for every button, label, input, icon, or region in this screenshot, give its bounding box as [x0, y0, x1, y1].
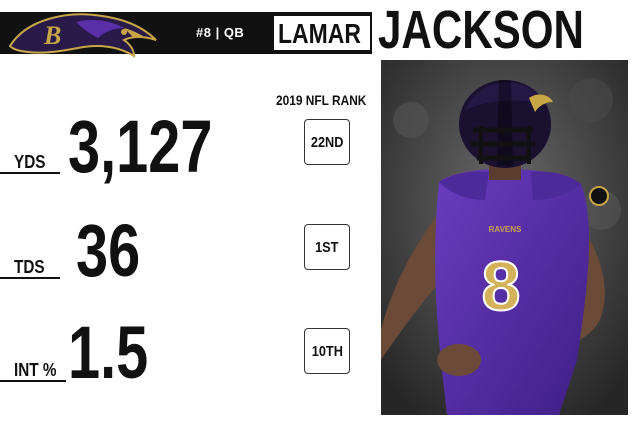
stat-value-int: 1.5	[68, 311, 149, 394]
player-photo: RAVENS 8	[381, 60, 628, 415]
first-name: LAMAR	[278, 18, 361, 49]
first-name-box: LAMAR	[272, 14, 372, 52]
svg-text:B: B	[43, 21, 61, 50]
stat-underline	[0, 380, 66, 382]
rank-box-yds: 22ND	[304, 119, 350, 165]
player-illustration: RAVENS 8	[381, 60, 628, 415]
stat-label-yds: YDS	[14, 152, 46, 172]
ravens-logo-icon: B	[8, 13, 157, 58]
stat-value-yds: 3,127	[68, 105, 213, 188]
stat-underline	[0, 172, 60, 174]
rank-box-tds: 1ST	[304, 224, 350, 270]
jersey-wordmark: RAVENS	[489, 225, 522, 234]
last-name: JACKSON	[378, 0, 584, 60]
stat-label-tds: TDS	[14, 257, 45, 277]
rank-box-int: 10TH	[304, 328, 350, 374]
rank-yds: 22ND	[310, 133, 344, 151]
rank-tds: 1ST	[315, 238, 339, 256]
stat-label-int: INT %	[14, 360, 57, 380]
stat-value-tds: 36	[76, 209, 141, 292]
jersey-number: 8	[482, 247, 521, 325]
rank-header: 2019 NFL RANK	[276, 92, 367, 108]
stat-underline	[0, 277, 60, 279]
rank-int: 10TH	[311, 342, 343, 360]
jersey-info: #8 | QB	[196, 25, 245, 40]
